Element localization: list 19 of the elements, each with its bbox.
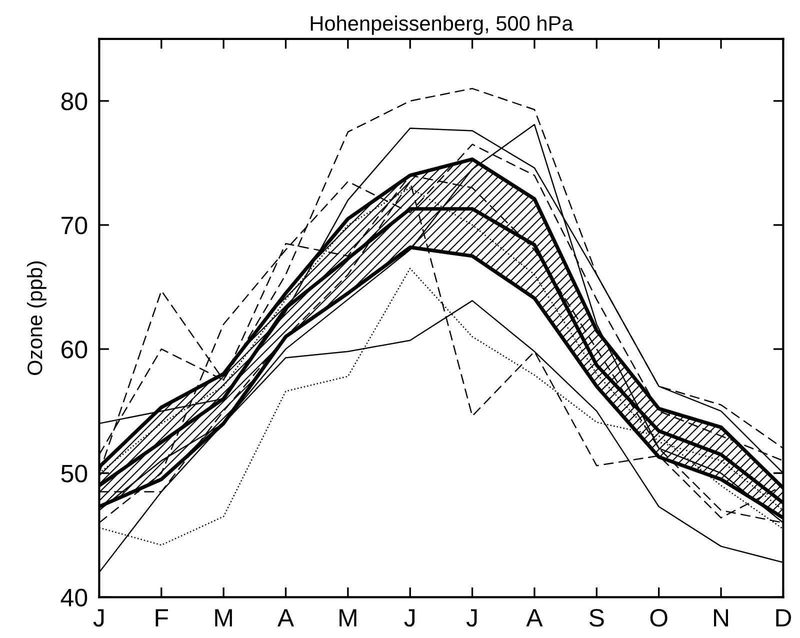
chart-title: Hohenpeissenberg, 500 hPa <box>310 15 574 35</box>
x-tick-label: M <box>215 609 232 626</box>
x-tick-label: J <box>93 609 104 627</box>
x-tick-label: F <box>156 609 168 626</box>
x-tick-label: O <box>650 608 668 627</box>
x-tick-label: N <box>714 609 728 626</box>
y-tick-label: 70 <box>62 216 88 234</box>
y-tick-label: 50 <box>61 464 88 482</box>
x-tick-label: J <box>466 609 477 627</box>
x-tick-label: A <box>277 609 294 626</box>
y-tick-label: 40 <box>60 588 88 606</box>
x-tick-label: D <box>776 609 792 626</box>
x-tick-label: M <box>340 609 356 626</box>
x-tick-label: J <box>404 609 415 627</box>
y-tick-label: 80 <box>61 92 88 110</box>
y-axis-title: Ozone (ppb) <box>26 261 46 375</box>
y-tick-label: 60 <box>62 340 88 358</box>
x-tick-label: A <box>526 609 543 626</box>
x-tick-label: S <box>589 608 604 627</box>
